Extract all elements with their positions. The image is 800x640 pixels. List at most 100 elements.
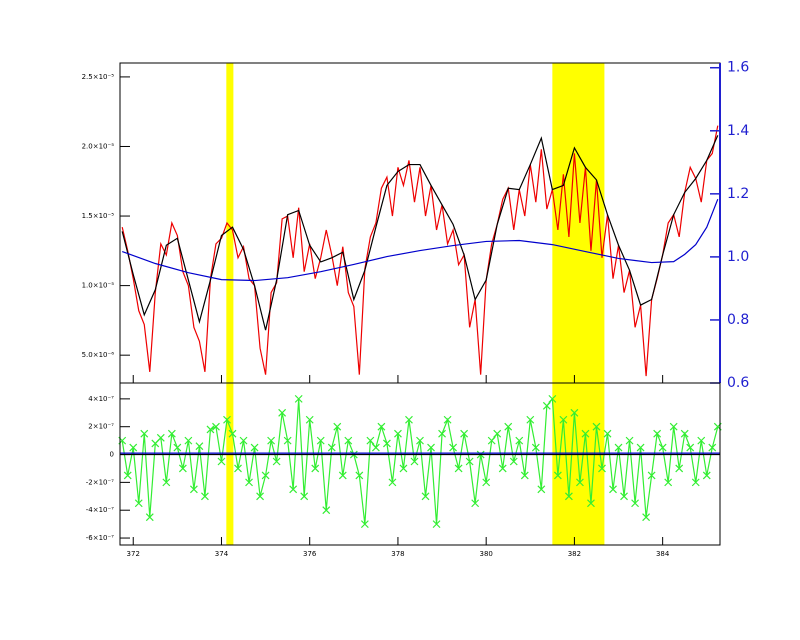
y-tick-label: -6×10⁻⁷ — [86, 534, 114, 542]
data-point — [256, 492, 264, 501]
data-point — [697, 436, 706, 445]
data-point — [427, 443, 435, 452]
data-point — [548, 394, 557, 403]
data-point — [515, 436, 524, 445]
data-point — [631, 499, 639, 508]
y2-tick-label: 0.8 — [727, 312, 749, 328]
data-point — [195, 442, 204, 451]
plot-frame — [119, 382, 721, 546]
data-point — [405, 415, 413, 424]
data-point — [520, 471, 529, 480]
data-point — [184, 436, 193, 445]
data-point — [239, 436, 248, 445]
data-point — [322, 506, 331, 515]
data-point — [702, 471, 711, 480]
data-point — [272, 457, 281, 466]
data-point — [283, 436, 292, 445]
data-point — [498, 464, 507, 473]
x-tick-label: 372 — [127, 550, 140, 558]
y-tick-label: -2×10⁻⁷ — [86, 478, 114, 486]
y-tick-label: 4×10⁻⁷ — [88, 395, 114, 403]
data-point — [642, 513, 651, 522]
x-tick-label: 378 — [391, 550, 404, 558]
data-point — [614, 443, 623, 452]
data-point — [460, 429, 469, 438]
data-point — [542, 401, 551, 410]
data-point — [217, 457, 226, 466]
data-point — [382, 439, 391, 448]
x-tick-label: 376 — [303, 550, 317, 558]
data-point — [355, 471, 364, 480]
data-point — [410, 457, 419, 466]
data-point — [449, 443, 458, 452]
data-point — [245, 478, 253, 487]
data-point — [669, 422, 678, 431]
y-tick-label: 2.5×10⁻⁵ — [82, 73, 115, 81]
data-point — [471, 499, 480, 508]
data-point — [625, 436, 634, 445]
data-point — [267, 436, 276, 445]
data-point — [686, 443, 695, 452]
data-point — [371, 443, 380, 452]
data-point — [443, 415, 452, 424]
y-tick-label: 1.0×10⁻⁵ — [82, 282, 115, 290]
data-point — [680, 429, 689, 438]
data-point — [140, 429, 149, 438]
data-point — [294, 394, 303, 403]
data-point — [327, 443, 336, 452]
y2-tick-label: 1.0 — [727, 249, 749, 265]
data-point — [421, 492, 430, 501]
data-point — [377, 422, 386, 431]
data-point — [482, 478, 491, 487]
data-point — [201, 492, 209, 501]
data-point — [223, 415, 231, 424]
data-point — [664, 478, 673, 487]
data-point — [145, 513, 154, 522]
data-point — [300, 492, 309, 501]
data-point — [564, 492, 573, 501]
data-point — [609, 485, 617, 494]
y2-tick-label: 1.2 — [727, 186, 749, 202]
y-tick-label: 1.5×10⁻⁵ — [82, 212, 115, 220]
highlight-band — [226, 63, 234, 545]
data-point — [360, 520, 369, 529]
data-point — [581, 429, 590, 438]
data-point — [333, 422, 342, 431]
data-point — [587, 499, 595, 508]
data-point — [129, 443, 138, 452]
data-point — [653, 429, 662, 438]
data-point — [620, 492, 628, 501]
y-tick-label: 2.0×10⁻⁵ — [82, 142, 115, 150]
y-tick-label: 5.0×10⁻⁶ — [82, 351, 115, 359]
data-point — [394, 429, 402, 438]
x-tick-label: 384 — [656, 550, 670, 558]
data-point — [438, 429, 446, 438]
data-point — [487, 436, 496, 445]
data-point — [509, 457, 518, 466]
data-point — [289, 485, 298, 494]
y-tick-label: 2×10⁻⁷ — [88, 423, 114, 431]
data-point — [305, 415, 314, 424]
x-tick-label: 382 — [568, 550, 581, 558]
data-point — [399, 464, 408, 473]
data-point — [228, 429, 237, 438]
data-point — [691, 478, 700, 487]
data-point — [465, 457, 474, 466]
data-point — [212, 422, 220, 431]
data-line — [122, 198, 719, 282]
data-point — [338, 471, 347, 480]
y-tick-label: 0 — [110, 451, 114, 459]
data-point — [504, 422, 513, 431]
data-point — [553, 471, 562, 480]
data-point — [559, 415, 568, 424]
data-point — [454, 464, 463, 473]
data-point — [570, 408, 579, 417]
data-point — [134, 499, 143, 508]
data-point — [316, 436, 325, 445]
data-point — [636, 443, 645, 452]
data-point — [261, 471, 270, 480]
x-tick-label: 380 — [479, 550, 492, 558]
data-point — [576, 478, 584, 487]
